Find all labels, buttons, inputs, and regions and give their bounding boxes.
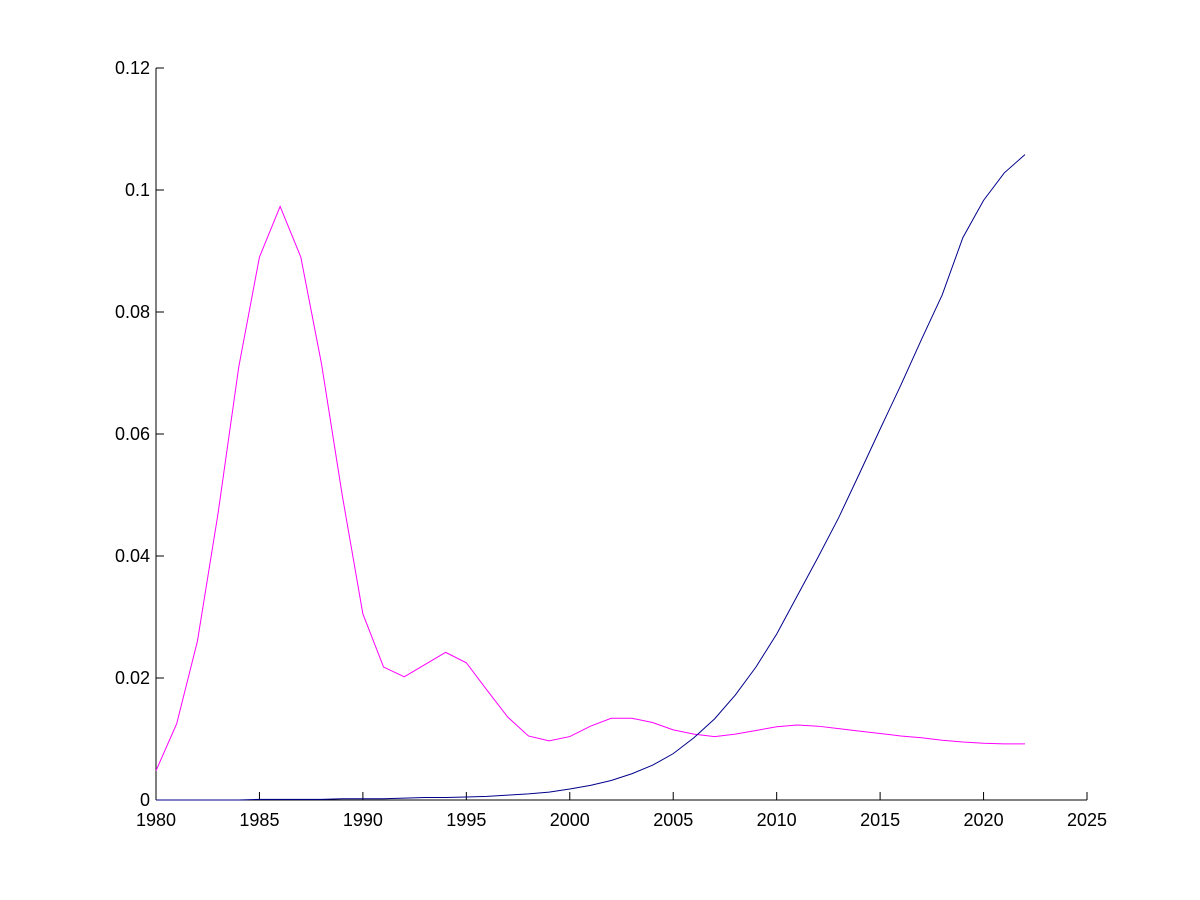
series-line-2	[156, 154, 1026, 801]
y-tick-label: 0	[140, 790, 150, 810]
x-tick-label: 2010	[757, 810, 797, 830]
y-tick-label: 0.02	[115, 668, 150, 688]
x-tick-label: 2015	[860, 810, 900, 830]
x-tick-label: 2020	[964, 810, 1004, 830]
series-layer	[155, 154, 1026, 801]
y-tick-label: 0.04	[115, 546, 150, 566]
x-tick-label: 1980	[136, 810, 176, 830]
y-tick-label: 0.12	[115, 58, 150, 78]
series-line-1	[155, 205, 1025, 771]
y-tick-label: 0.06	[115, 424, 150, 444]
y-tick-label: 0.1	[125, 180, 150, 200]
x-tick-label: 1985	[239, 810, 279, 830]
x-tick-label: 1995	[446, 810, 486, 830]
y-tick-label: 0.08	[115, 302, 150, 322]
x-tick-label: 2025	[1067, 810, 1107, 830]
x-tick-label: 1990	[343, 810, 383, 830]
x-tick-label: 2000	[550, 810, 590, 830]
axes: 1980 1985 1990 1995 2000 2005 2010 2015 2020 2025…	[115, 58, 1107, 830]
x-tick-label: 2005	[653, 810, 693, 830]
